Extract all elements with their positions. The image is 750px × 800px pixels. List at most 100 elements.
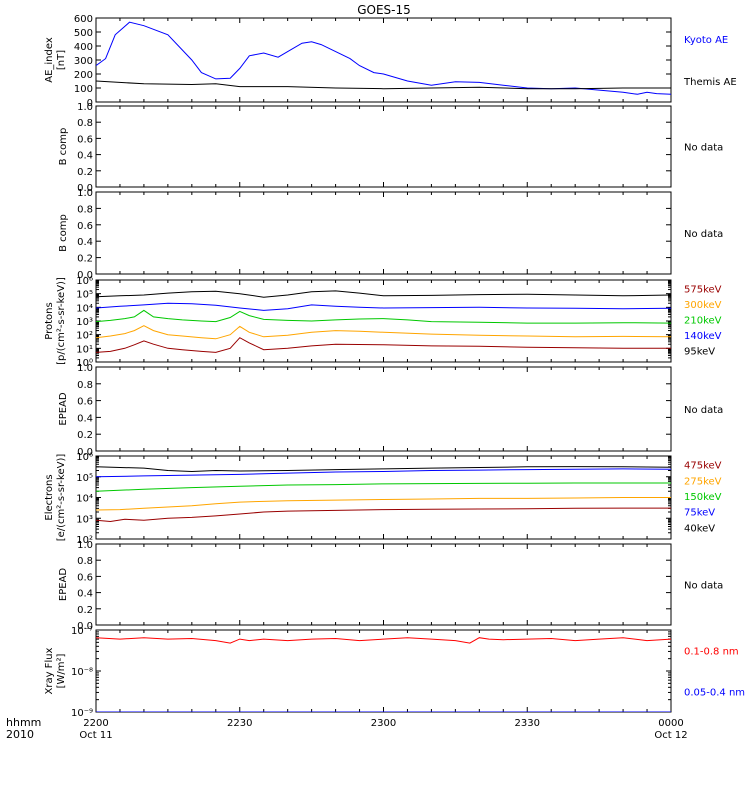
y-tick-label: 10³ — [76, 514, 93, 525]
y-tick-label: 300 — [74, 56, 93, 67]
panel-frame — [95, 105, 672, 188]
panel-frame — [95, 366, 672, 452]
panel-1: 0 100 200 300 400 500 600 AE_index [nT] Kyoto AE T… — [44, 14, 737, 109]
legend-label: 0.1-0.8 nm — [684, 647, 739, 658]
no-data-note: No data — [684, 581, 723, 592]
y-tick-label: 10¹ — [76, 344, 93, 355]
panel-frame — [95, 17, 672, 103]
y-tick-label: 0.2 — [77, 605, 93, 616]
y-tick-label: 0.2 — [77, 254, 93, 265]
y-tick-label: 0.4 — [77, 237, 93, 248]
y-tick-label: 1.0 — [77, 363, 93, 374]
panel-5: 0.0 0.2 0.4 0.6 0.8 1.0 EPEAD No data — [58, 363, 723, 458]
y-tick-label: 0.8 — [77, 556, 93, 567]
series-line-0-1-0-8-nm — [96, 637, 671, 644]
plot-title: GOES-15 — [357, 3, 411, 17]
y-axis-label: [W/m²] — [56, 653, 67, 688]
y-axis-label: Electrons — [44, 474, 55, 520]
y-axis-label: [e/(cm²-s-sr-keV)] — [56, 454, 67, 542]
x-tick-label: 2300 — [371, 718, 396, 729]
x-tick-label: 2230 — [227, 718, 252, 729]
y-axis-label: EPEAD — [58, 392, 69, 426]
panel-7: 0.0 0.2 0.4 0.6 0.8 1.0 EPEAD No data — [58, 540, 723, 632]
legend-label: 475keV — [684, 461, 722, 472]
x-tick-label: 2330 — [515, 718, 540, 729]
y-axis-label: B comp — [58, 128, 69, 166]
legend-label: 150keV — [684, 492, 722, 503]
y-axis-label: Xray Flux — [44, 647, 55, 694]
y-tick-label: 0.8 — [77, 204, 93, 215]
panels: 0 100 200 300 400 500 600 AE_index [nT] Kyoto AE T… — [44, 14, 745, 719]
y-tick-label: 0.2 — [77, 430, 93, 441]
series-line-275kev — [96, 497, 671, 511]
legend-label: 75keV — [684, 508, 715, 519]
series-line-40kev — [96, 466, 671, 473]
y-tick-label: 10⁵ — [76, 290, 93, 301]
y-tick-label: 0.6 — [77, 397, 93, 408]
series-line-150kev — [96, 482, 671, 492]
x-tick-label: 2200 — [83, 718, 108, 729]
legend-label: 95keV — [684, 346, 715, 357]
legend-label: Themis AE — [683, 77, 737, 88]
x-date-label: Oct 12 — [654, 730, 687, 741]
series-line-95kev — [96, 290, 671, 298]
y-axis-label: Protons — [44, 302, 55, 339]
panel-frame — [95, 543, 672, 626]
y-tick-label: 10² — [76, 535, 93, 546]
series-line-kyoto-ae — [96, 21, 671, 95]
series-line-475kev — [96, 507, 671, 523]
panel-6: 10² 10³ 10⁴ 10⁵ 10⁶ Electrons [e/(cm²-s-sr-keV… — [44, 452, 722, 546]
panel-3: 0.0 0.2 0.4 0.6 0.8 1.0 B comp No data — [58, 188, 723, 281]
series-line-210kev — [96, 309, 671, 324]
y-axis-label: [nT] — [56, 50, 67, 70]
y-tick-label: 10⁻⁹ — [71, 708, 93, 719]
legend-label: 275keV — [684, 476, 722, 487]
y-tick-label: 0.6 — [77, 572, 93, 583]
y-tick-label: 0.8 — [77, 380, 93, 391]
legend-label: 0.05-0.4 nm — [684, 688, 745, 699]
legend-label: 575keV — [684, 285, 722, 296]
y-tick-label: 1.0 — [77, 102, 93, 113]
y-tick-label: 0.6 — [77, 221, 93, 232]
legend-label: 210keV — [684, 315, 722, 326]
panel-8: 10⁻⁹ 10⁻⁸ 10⁻⁷ Xray Flux [W/m²] 0.1-0.8 nm 0.0… — [44, 626, 745, 719]
y-tick-label: 0.4 — [77, 151, 93, 162]
y-tick-label: 0.0 — [77, 621, 93, 632]
y-tick-label: 1.0 — [77, 540, 93, 551]
y-axis-label: AE_index — [44, 37, 55, 83]
legend-label: Kyoto AE — [684, 35, 728, 46]
y-tick-label: 10⁴ — [76, 494, 93, 505]
panel-frame — [95, 191, 672, 275]
panel-frame — [95, 629, 672, 713]
legend-label: 140keV — [684, 331, 722, 342]
y-tick-label: 10⁶ — [76, 452, 93, 463]
y-tick-label: 10⁻⁸ — [71, 667, 93, 678]
series-line-themis-ae — [96, 80, 671, 90]
no-data-note: No data — [684, 143, 723, 154]
y-tick-label: 1.0 — [77, 188, 93, 199]
y-tick-label: 10² — [76, 331, 93, 342]
series-line-300kev — [96, 325, 671, 340]
y-tick-label: 200 — [74, 70, 93, 81]
y-tick-label: 0.4 — [77, 589, 93, 600]
y-tick-label: 0.2 — [77, 167, 93, 178]
y-tick-label: 10⁵ — [76, 473, 93, 484]
y-tick-label: 10⁻⁷ — [71, 626, 93, 637]
legend-label: 40keV — [684, 523, 715, 534]
y-axis-label: B comp — [58, 214, 69, 252]
panel-2: 0.0 0.2 0.4 0.6 0.8 1.0 B comp No data — [58, 102, 723, 194]
y-tick-label: 400 — [74, 42, 93, 53]
y-tick-label: 0 — [87, 98, 93, 109]
y-tick-label: 10⁴ — [76, 303, 93, 314]
y-tick-label: 600 — [74, 14, 93, 25]
no-data-note: No data — [684, 405, 723, 416]
y-axis-label: [p/(cm²-s-sr-keV)] — [56, 277, 67, 365]
y-tick-label: 10⁶ — [76, 276, 93, 287]
y-tick-label: 10⁰ — [76, 358, 93, 369]
time-axis-unit-label: hhmm — [6, 716, 41, 729]
y-tick-label: 0.0 — [77, 183, 93, 194]
time-axis-year-label: 2010 — [6, 728, 34, 741]
x-tick-label: 0000 — [658, 718, 683, 729]
